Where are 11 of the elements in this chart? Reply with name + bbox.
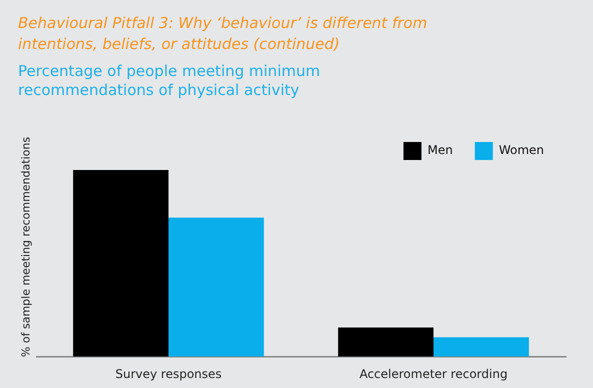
x-tick-label: Survey responses (115, 366, 222, 381)
chart-title: Behavioural Pitfall 3: Why ‘behaviour’ is different from intentions, beliefs, or attitudes (continued) (18, 13, 428, 55)
legend-label: Men (427, 143, 453, 158)
y-axis-title: % of sample meeting recommendations (20, 136, 32, 358)
bar (73, 170, 168, 357)
chart-subtitle: Percentage of people meeting minimum recommendations of physical activity (18, 62, 322, 100)
legend-label: Women (498, 143, 544, 158)
bar (338, 327, 434, 357)
bar (168, 218, 264, 357)
bar (434, 337, 529, 357)
x-tick-label: Accelerometer recording (359, 366, 508, 381)
